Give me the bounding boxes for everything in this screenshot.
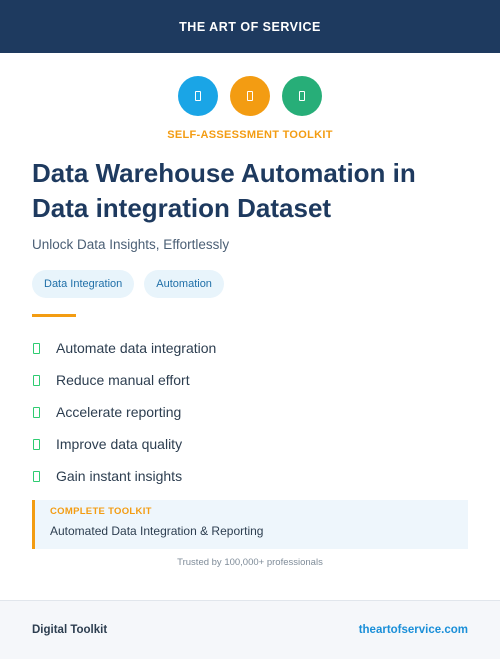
feature-label: Automate data integration [56, 340, 217, 356]
top-banner: THE ART OF SERVICE [0, 0, 500, 53]
page-title: Data Warehouse Automation in Data integr… [32, 158, 416, 223]
check-icon [33, 470, 40, 482]
trust-note: Trusted by 100,000+ professionals [177, 557, 323, 568]
feature-label: Reduce manual effort [56, 372, 190, 388]
check-icon [33, 438, 40, 450]
toolkit-callout: COMPLETE TOOLKIT Automated Data Integrat… [32, 500, 468, 549]
feature-label: Improve data quality [56, 436, 183, 452]
tag-list: Data Integration Automation [32, 270, 224, 298]
feature-label: Gain instant insights [56, 468, 183, 484]
feature-item: Reduce manual effort [32, 364, 216, 396]
tag-data-integration: Data Integration [32, 270, 135, 298]
feature-item: Automate data integration [32, 332, 216, 364]
website-link[interactable]: theartofservice.com [358, 624, 468, 636]
feature-item: Accelerate reporting [32, 396, 216, 428]
feature-list: Automate data integration Reduce manual … [32, 332, 216, 492]
document-icon [178, 76, 218, 116]
document-icon [282, 76, 322, 116]
callout-text: Automated Data Integration & Reporting [50, 524, 264, 538]
check-icon [33, 406, 40, 418]
tag-automation: Automation [144, 270, 224, 298]
feature-item: Improve data quality [32, 428, 216, 460]
subtitle: Unlock Data Insights, Effortlessly [32, 237, 230, 252]
footer-label: Digital Toolkit [32, 624, 108, 636]
toolkit-kicker: SELF-ASSESSMENT TOOLKIT [167, 129, 333, 141]
accent-divider [32, 314, 76, 317]
brand-name: THE ART OF SERVICE [179, 19, 321, 34]
check-icon [33, 342, 40, 354]
document-icon [230, 76, 270, 116]
callout-kicker: COMPLETE TOOLKIT [50, 506, 152, 517]
footer: Digital Toolkit theartofservice.com [0, 600, 500, 659]
feature-item: Gain instant insights [32, 460, 216, 492]
icon-row [0, 76, 500, 116]
check-icon [33, 374, 40, 386]
feature-label: Accelerate reporting [56, 404, 182, 420]
